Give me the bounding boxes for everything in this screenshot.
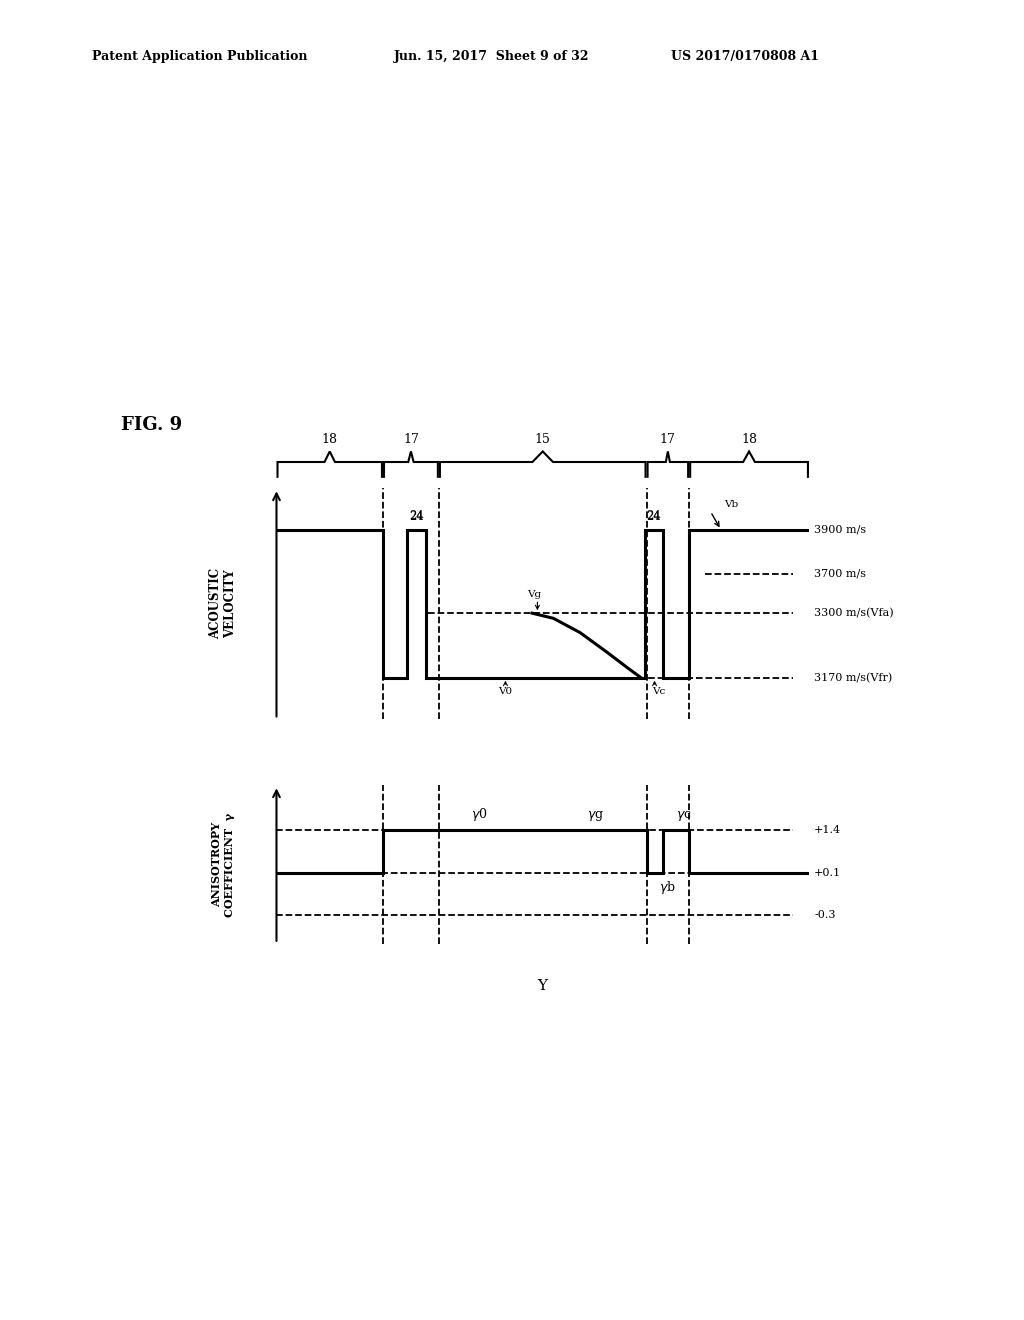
Text: US 2017/0170808 A1: US 2017/0170808 A1 bbox=[671, 50, 819, 63]
Text: V0: V0 bbox=[499, 686, 512, 696]
Text: $\gamma$0: $\gamma$0 bbox=[471, 807, 487, 824]
Text: 15: 15 bbox=[535, 433, 551, 446]
Text: +0.1: +0.1 bbox=[814, 867, 841, 878]
Text: 24: 24 bbox=[646, 511, 660, 523]
Text: $\gamma$g: $\gamma$g bbox=[588, 809, 604, 824]
Text: 3900 m/s: 3900 m/s bbox=[814, 525, 866, 535]
Text: 18: 18 bbox=[322, 433, 338, 446]
Text: ANISOTROPY
COEFFICIENT  γ: ANISOTROPY COEFFICIENT γ bbox=[211, 813, 236, 916]
Text: FIG. 9: FIG. 9 bbox=[121, 416, 182, 434]
Text: -0.3: -0.3 bbox=[814, 911, 836, 920]
Text: 3300 m/s(Vfa): 3300 m/s(Vfa) bbox=[814, 609, 894, 618]
Text: 17: 17 bbox=[403, 433, 419, 446]
Text: ACOUSTIC
VELOCITY: ACOUSTIC VELOCITY bbox=[209, 569, 238, 639]
Text: 24: 24 bbox=[410, 511, 423, 520]
Text: Vc: Vc bbox=[652, 686, 666, 696]
Text: 18: 18 bbox=[741, 433, 757, 446]
Text: +1.4: +1.4 bbox=[814, 825, 841, 834]
Text: 3170 m/s(Vfr): 3170 m/s(Vfr) bbox=[814, 673, 892, 682]
Text: $\gamma$b: $\gamma$b bbox=[659, 879, 676, 896]
Text: Vg: Vg bbox=[526, 590, 541, 599]
Text: 17: 17 bbox=[659, 433, 676, 446]
Text: Jun. 15, 2017  Sheet 9 of 32: Jun. 15, 2017 Sheet 9 of 32 bbox=[394, 50, 590, 63]
Text: 24: 24 bbox=[646, 511, 660, 520]
Text: Vb: Vb bbox=[724, 500, 738, 510]
Text: Patent Application Publication: Patent Application Publication bbox=[92, 50, 307, 63]
Text: 3700 m/s: 3700 m/s bbox=[814, 569, 866, 579]
Text: 24: 24 bbox=[409, 511, 424, 523]
Text: $\gamma$c: $\gamma$c bbox=[676, 809, 692, 824]
Text: Y: Y bbox=[538, 978, 548, 993]
